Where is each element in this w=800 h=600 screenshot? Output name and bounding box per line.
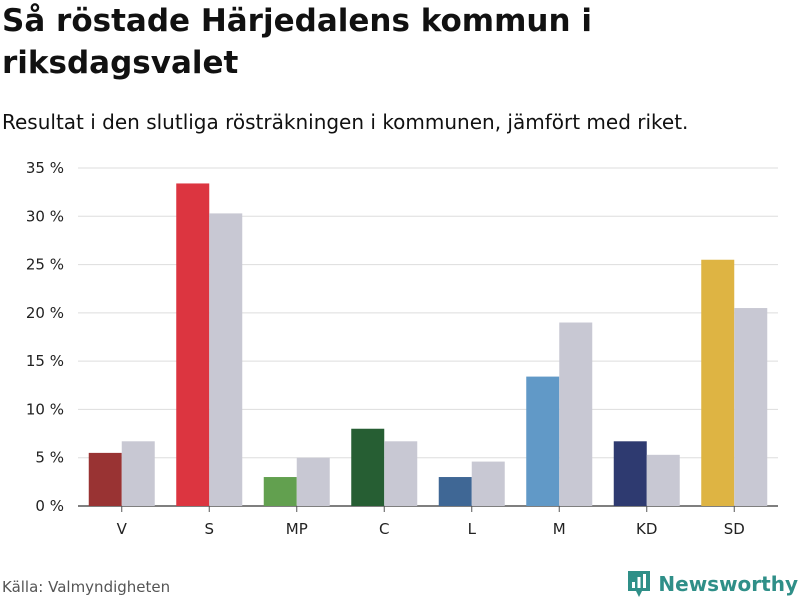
y-tick-label: 30 % bbox=[26, 207, 64, 225]
source-note: Källa: Valmyndigheten bbox=[2, 578, 171, 596]
y-tick-label: 0 % bbox=[35, 497, 64, 515]
bar-kommun-l bbox=[438, 477, 472, 506]
bar-kommun-v bbox=[88, 452, 122, 506]
bar-riket-c bbox=[384, 441, 418, 506]
y-tick-label: 10 % bbox=[26, 400, 64, 418]
brand-logo[interactable]: Newsworthy bbox=[626, 568, 798, 600]
y-tick-label: 20 % bbox=[26, 304, 64, 322]
x-category-label: M bbox=[553, 520, 566, 538]
bar-kommun-kd bbox=[613, 441, 647, 506]
y-tick-label: 25 % bbox=[26, 256, 64, 274]
x-category-label: SD bbox=[724, 520, 745, 538]
bar-kommun-m bbox=[526, 376, 560, 506]
x-category-label: MP bbox=[286, 520, 308, 538]
y-tick-label: 35 % bbox=[26, 159, 64, 177]
x-category-label: KD bbox=[636, 520, 657, 538]
bar-riket-l bbox=[471, 461, 505, 506]
chart-title: Så röstade Härjedalens kommun i riksdags… bbox=[2, 3, 592, 81]
bar-kommun-sd bbox=[701, 259, 735, 506]
chart-subtitle: Resultat i den slutliga rösträkningen i … bbox=[2, 110, 689, 134]
bar-riket-sd bbox=[734, 308, 768, 506]
y-axis: 0 % 5 % 10 % 15 % 20 % 25 % 30 % 35 % bbox=[26, 159, 64, 515]
bar-kommun-mp bbox=[263, 477, 297, 506]
bar-riket-v bbox=[121, 441, 155, 506]
bar-riket-m bbox=[559, 322, 593, 506]
x-category-label: C bbox=[379, 520, 389, 538]
bar-chart-logo-icon bbox=[628, 571, 651, 597]
bar-riket-kd bbox=[646, 454, 680, 506]
y-tick-label: 5 % bbox=[35, 449, 64, 467]
y-tick-label: 15 % bbox=[26, 352, 64, 370]
x-category-label: S bbox=[204, 520, 214, 538]
bar-kommun-s bbox=[176, 183, 210, 507]
bar-kommun-c bbox=[351, 428, 385, 506]
x-category-label: V bbox=[117, 520, 128, 538]
bar-riket-mp bbox=[296, 457, 330, 506]
x-category-label: L bbox=[468, 520, 477, 538]
bars bbox=[88, 183, 768, 507]
x-axis: V S MP C L M KD SD bbox=[117, 506, 745, 538]
bar-riket-s bbox=[209, 213, 243, 507]
brand-name: Newsworthy bbox=[658, 572, 798, 596]
